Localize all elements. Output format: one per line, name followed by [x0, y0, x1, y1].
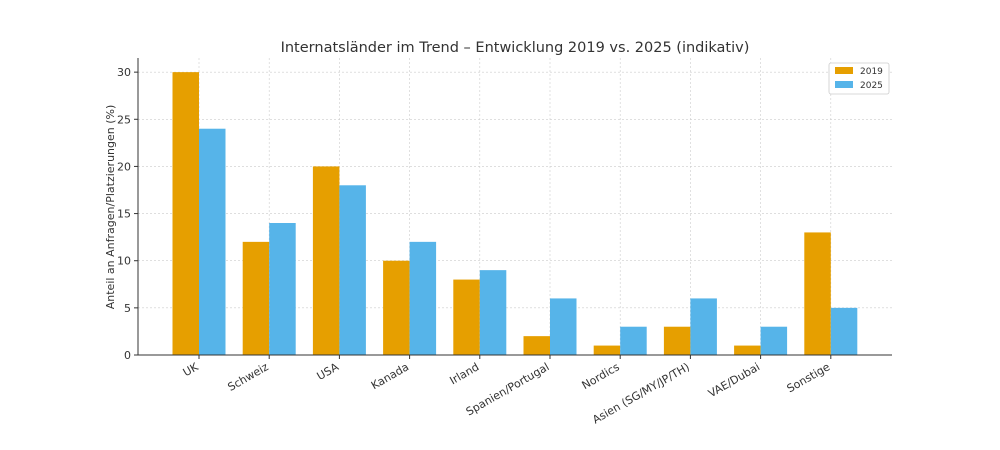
x-tick-label: Sonstige	[785, 360, 833, 395]
y-tick-label: 5	[124, 302, 131, 315]
legend: 2019 2025	[828, 62, 890, 95]
y-tick-label: 25	[117, 113, 131, 126]
bar-2019-uk	[172, 72, 199, 356]
chart-title: Internatsländer im Trend – Entwicklung 2…	[281, 40, 750, 56]
bar-2019-asien-sg-my-jp-th-	[663, 326, 691, 355]
legend-swatch-2019	[835, 67, 853, 74]
bar-2025-spanien-portugal	[550, 298, 577, 355]
y-tick-label: 20	[117, 160, 131, 173]
bar-2019-usa	[312, 166, 340, 355]
bar-2025-uk	[199, 128, 226, 355]
bar-2019-irland	[453, 279, 480, 355]
bar-2019-nordics	[593, 345, 621, 355]
x-axis-ticks: UK Schweiz USA Kanada IrlandSpanien/Portugal…	[181, 355, 833, 427]
x-tick-label: USA	[315, 360, 342, 383]
y-axis-label: Anteil an Anfragen/Platzierungen (%)	[104, 105, 117, 310]
y-tick-label: 15	[117, 208, 131, 221]
bar-2025-usa	[339, 185, 366, 355]
bar-2025-asien-sg-my-jp-th-	[690, 298, 717, 355]
legend-swatch-2025	[835, 81, 853, 88]
x-tick-label: Schweiz	[226, 360, 271, 394]
y-tick-label: 10	[117, 255, 131, 268]
bar-2019-vae-dubai	[734, 345, 761, 355]
x-tick-label: UK	[181, 360, 201, 379]
bar-2019-schweiz	[242, 241, 270, 355]
bar-2019-sonstige	[804, 232, 831, 355]
bar-2019-kanada	[383, 260, 410, 355]
x-tick-label: Kanada	[369, 360, 411, 392]
x-tick-label: Irland	[447, 360, 481, 387]
y-tick-label: 0	[124, 349, 131, 362]
bars	[172, 72, 858, 356]
bar-2025-sonstige	[830, 307, 858, 355]
legend-label-2019: 2019	[860, 67, 883, 77]
y-tick-label: 30	[117, 66, 131, 79]
bar-2025-vae-dubai	[760, 326, 788, 355]
bar-2019-spanien-portugal	[523, 336, 550, 355]
x-tick-label: VAE/Dubai	[706, 360, 762, 400]
bar-2025-nordics	[620, 326, 647, 355]
bar-2025-kanada	[409, 241, 437, 355]
y-axis-ticks: 0 5 10 15 20 25 30	[117, 66, 138, 362]
legend-label-2025: 2025	[860, 81, 883, 91]
bar-2025-irland	[479, 270, 507, 355]
axes	[137, 58, 892, 356]
x-tick-label: Nordics	[580, 360, 622, 392]
bar-2025-schweiz	[269, 223, 296, 355]
